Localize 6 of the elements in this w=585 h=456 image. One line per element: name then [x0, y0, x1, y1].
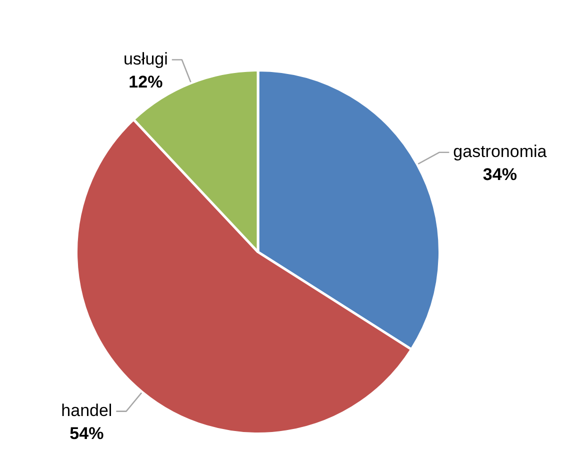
- slice-label: usługi: [123, 49, 168, 68]
- slice-label: gastronomia: [453, 142, 548, 162]
- data-label: 12%: [128, 72, 163, 92]
- data-label: 54%: [70, 424, 104, 443]
- slice-label: handel: [61, 400, 112, 420]
- data-label: 34%: [482, 165, 517, 184]
